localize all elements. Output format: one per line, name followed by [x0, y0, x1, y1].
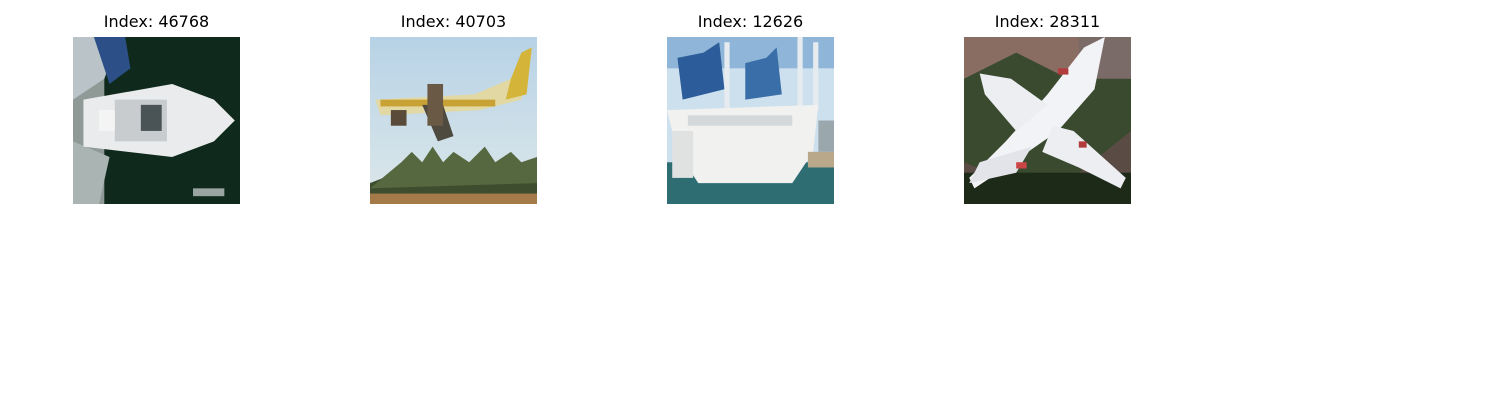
panel-title-4: Index: 28311 — [994, 12, 1101, 31]
thumbnail-airplane — [370, 37, 537, 204]
panel-title-1: Index: 46768 — [103, 12, 210, 31]
panel-title-2: Index: 40703 — [400, 12, 507, 31]
panel-title-3: Index: 12626 — [697, 12, 804, 31]
thumbnail-sailboat — [667, 37, 834, 204]
thumbnail-boat — [73, 37, 240, 204]
thumbnail-jet — [964, 37, 1131, 204]
